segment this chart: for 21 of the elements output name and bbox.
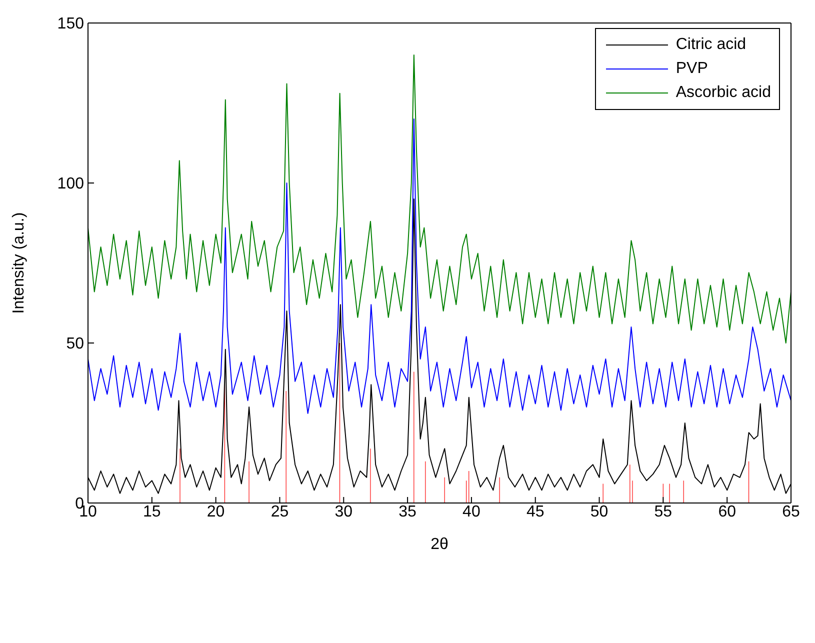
x-axis-title: 2θ <box>430 536 448 553</box>
x-tick-label: 30 <box>334 503 353 520</box>
legend-label: Ascorbic acid <box>676 84 771 102</box>
x-tick-label: 45 <box>526 503 544 520</box>
legend-label: PVP <box>676 60 708 78</box>
x-tick-label: 25 <box>270 503 289 520</box>
y-tick-label: 150 <box>57 16 84 33</box>
x-tick-label: 15 <box>143 503 161 520</box>
line-series <box>88 118 791 414</box>
x-tick-label: 65 <box>782 503 800 520</box>
line-series <box>88 54 791 344</box>
y-axis-title: Intensity (a.u.) <box>10 212 28 314</box>
x-tick-label: 60 <box>718 503 736 520</box>
x-tick-label: 20 <box>206 503 225 520</box>
x-tick-label: 40 <box>462 503 480 520</box>
x-tick-label: 35 <box>398 503 417 520</box>
y-tick-label: 50 <box>66 336 84 353</box>
x-tick-label: 50 <box>590 503 608 520</box>
x-tick-label: 55 <box>654 503 672 520</box>
legend-label: Citric acid <box>676 36 746 54</box>
y-tick-label: 100 <box>57 176 84 193</box>
